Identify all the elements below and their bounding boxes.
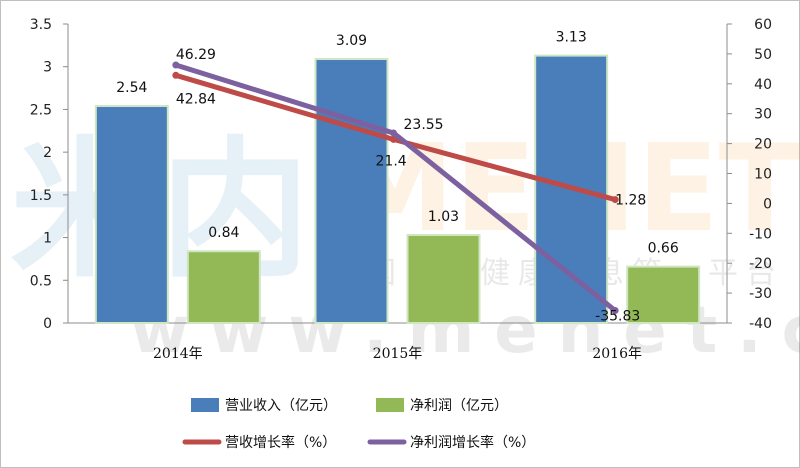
line-point	[172, 71, 180, 79]
line-point	[390, 135, 397, 143]
bar	[186, 250, 261, 325]
left-tick-label: 3.5	[30, 17, 52, 33]
line-point	[172, 61, 180, 69]
line-data-label: 42.84	[176, 91, 216, 107]
right-tick-label: 10	[754, 167, 772, 183]
right-tick-label: 50	[754, 47, 772, 63]
bar	[626, 265, 701, 325]
bar-data-label: 0.66	[648, 241, 679, 257]
line-data-label: 46.29	[176, 47, 216, 63]
bar-data-label: 2.54	[116, 80, 147, 96]
legend-swatch	[376, 398, 404, 412]
left-tick-label: 2	[43, 145, 52, 161]
bar	[406, 234, 481, 325]
line-point	[611, 196, 619, 204]
left-tick-label: 3	[43, 60, 52, 76]
legend: 营业收入（亿元） 净利润（亿元） 营收增长率（%） 净利润增长率（%）	[182, 398, 535, 451]
line-data-label: -35.83	[595, 309, 640, 325]
line-data-label: 1.28	[615, 193, 646, 209]
left-tick-label: 0.5	[30, 273, 52, 289]
axes: 0 0.5 1 1.5 2 2.5 3 3.5 -40 -30 -20 -10 0 10 20 30 40 50 6…	[30, 17, 772, 362]
right-tick-label: -30	[749, 286, 772, 302]
left-tick-label: 0	[43, 316, 52, 332]
right-tick-label: -40	[749, 316, 772, 332]
left-tick-label: 1	[43, 231, 52, 247]
bar	[314, 58, 389, 324]
line-point	[611, 307, 619, 315]
legend-swatch	[191, 398, 219, 412]
legend-label: 净利润（亿元）	[410, 398, 508, 414]
bar-data-label: 0.84	[208, 225, 239, 241]
bar-data-label: 3.13	[556, 30, 587, 46]
lines	[172, 61, 619, 315]
x-category-label: 2016年	[592, 346, 642, 362]
legend-label: 营收增长率（%）	[225, 434, 336, 451]
right-tick-label: -10	[749, 226, 772, 242]
legend-label: 营业收入（亿元）	[225, 398, 337, 414]
bar-data-label: 3.09	[336, 33, 367, 49]
left-tick-label: 2.5	[30, 102, 52, 118]
x-category-label: 2015年	[373, 346, 423, 362]
left-tick-label: 1.5	[30, 188, 52, 204]
x-category-label: 2014年	[153, 346, 203, 362]
right-tick-label: 20	[754, 137, 772, 153]
right-tick-label: 60	[754, 17, 772, 33]
line-point	[390, 129, 397, 137]
bars	[94, 54, 701, 325]
bar	[94, 105, 169, 324]
right-tick-label: 30	[754, 107, 772, 123]
right-tick-label: 0	[763, 196, 772, 212]
line-data-label: 23.55	[404, 117, 444, 133]
line-data-label: 21.4	[376, 153, 407, 169]
data-labels: 2.54 3.09 3.13 0.84 1.03 0.66 42.84 21.4 1.28 46.…	[116, 30, 679, 325]
legend-label: 净利润增长率（%）	[410, 434, 535, 451]
right-tick-label: 40	[754, 77, 772, 93]
right-tick-label: -20	[749, 256, 772, 272]
bar-data-label: 1.03	[428, 209, 459, 225]
